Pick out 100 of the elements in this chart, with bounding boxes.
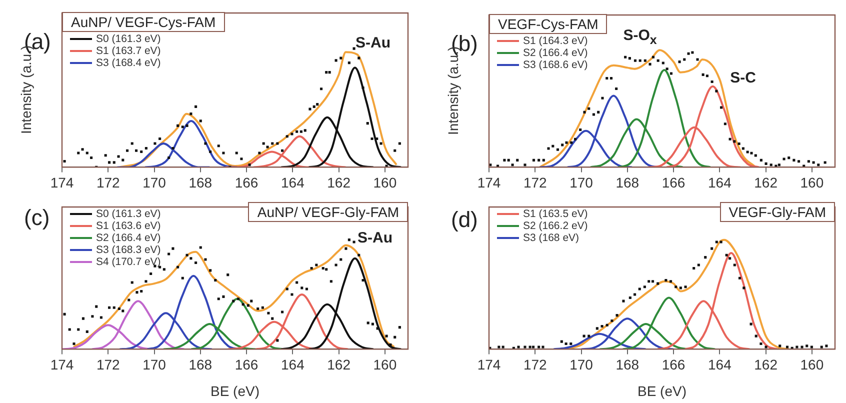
x-tick-label: 162 <box>754 174 778 190</box>
point <box>697 264 700 266</box>
point <box>664 279 668 282</box>
legend-label: S3 (168 eV) <box>523 232 580 244</box>
x-tick-label: 164 <box>708 174 732 190</box>
point <box>524 346 526 348</box>
legend-label: S1 (163.7 eV) <box>96 45 161 57</box>
x-tick-label: 168 <box>188 356 212 372</box>
point <box>786 346 789 348</box>
x-tick-label: 160 <box>800 356 824 372</box>
point <box>582 334 586 338</box>
point <box>622 300 625 302</box>
chart-title: VEGF-Cys-FAM <box>489 14 608 34</box>
point <box>643 286 646 288</box>
point <box>715 240 718 244</box>
x-tick-label: 164 <box>280 356 305 372</box>
x-tick-label: 164 <box>708 356 732 372</box>
legend-label: S1 (163.5 eV) <box>523 208 588 220</box>
x-tick-label: 170 <box>142 356 166 372</box>
point <box>710 247 714 250</box>
legend-label: S0 (161.3 eV) <box>96 33 161 45</box>
point <box>704 256 707 259</box>
legend-label: S4 (170.7 eV) <box>96 256 161 268</box>
point <box>720 240 722 244</box>
point <box>564 342 568 346</box>
point <box>634 293 636 296</box>
point <box>750 322 752 326</box>
legend-label: S1 (163.6 eV) <box>96 220 161 232</box>
point <box>764 346 768 348</box>
legend-label: S3 (168.3 eV) <box>96 244 161 256</box>
point <box>498 346 500 348</box>
legend-label: S3 (168.4 eV) <box>96 57 161 69</box>
point <box>669 280 672 283</box>
point <box>679 286 682 290</box>
x-tick-label: 170 <box>142 174 166 190</box>
x-tick-label: 166 <box>234 356 258 372</box>
point <box>742 286 746 290</box>
point <box>532 346 535 348</box>
x-tick-label: 164 <box>280 174 305 190</box>
x-tick-label: 168 <box>616 356 640 372</box>
x-tick-label: 172 <box>523 174 548 190</box>
point <box>754 334 758 338</box>
point <box>796 346 798 348</box>
x-tick-label: 174 <box>477 356 501 372</box>
legend-label: S3 (168.6 eV) <box>523 59 588 71</box>
point <box>638 288 641 290</box>
x-tick-label: 160 <box>800 174 824 190</box>
point <box>570 342 572 346</box>
point <box>760 342 762 346</box>
point <box>600 324 604 328</box>
legend-label: S2 (166.4 eV) <box>96 232 161 244</box>
x-tick-label: 160 <box>373 356 397 372</box>
text: (c) <box>24 205 50 231</box>
x-tick-label: 168 <box>616 174 640 190</box>
text: (d) <box>451 207 478 233</box>
x-tick-label: 166 <box>234 174 258 190</box>
chart-title: VEGF-Gly-FAM <box>720 202 835 222</box>
point <box>652 280 654 283</box>
point <box>692 266 696 270</box>
x-tick-label: 162 <box>327 356 351 372</box>
point <box>610 319 614 322</box>
point <box>596 327 598 330</box>
legend-label: S1 (164.3 eV) <box>523 35 588 47</box>
point <box>733 264 736 266</box>
point <box>538 346 540 348</box>
point <box>606 324 608 326</box>
point <box>684 286 687 288</box>
point <box>674 286 678 288</box>
annotation: S-Au <box>356 34 390 52</box>
point <box>820 346 823 348</box>
x-tick-label: 168 <box>188 174 212 190</box>
x-tick-label: 170 <box>570 356 594 372</box>
point <box>825 344 828 348</box>
point <box>656 282 660 285</box>
x-tick-label: 172 <box>523 356 548 372</box>
x-tick-label: 174 <box>477 174 501 190</box>
x-tick-label: 160 <box>373 174 397 190</box>
x-tick-label: 174 <box>50 356 74 372</box>
legend-label: S0 (161.3 eV) <box>96 208 161 220</box>
point <box>560 340 563 343</box>
point <box>728 257 732 260</box>
x-tick-label: 174 <box>50 174 74 190</box>
point <box>528 346 532 348</box>
point <box>778 344 782 348</box>
annotation: S-Au <box>358 230 392 246</box>
point <box>738 276 742 280</box>
x-tick-label: 170 <box>570 174 594 190</box>
legend-label: S2 (166.2 eV) <box>523 220 588 232</box>
point <box>542 346 544 348</box>
point <box>648 280 650 283</box>
x-axis-title: BE (eV) <box>637 383 687 399</box>
x-tick-label: 162 <box>327 174 351 190</box>
chart-title: AuNP/ VEGF-Cys-FAM <box>62 12 225 32</box>
x-tick-label: 166 <box>662 174 686 190</box>
x-tick-label: 172 <box>96 356 120 372</box>
point <box>628 296 632 300</box>
legend-label: S2 (166.4 eV) <box>523 47 588 59</box>
chart-title: AuNP/ VEGF-Gly-FAM <box>248 202 408 222</box>
x-tick-label: 162 <box>754 356 778 372</box>
point <box>616 314 618 317</box>
